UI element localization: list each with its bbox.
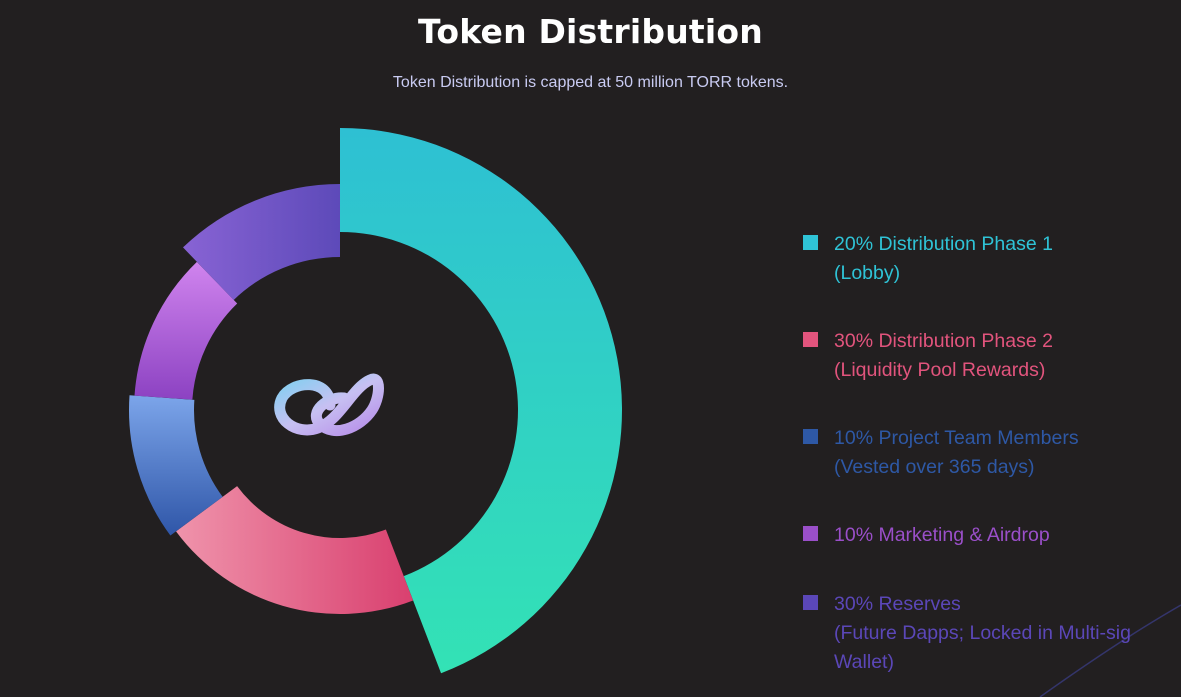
legend-label: 10% Project Team Members (Vested over 36… — [834, 427, 1079, 478]
chart-legend: 20% Distribution Phase 1 (Lobby) 30% Dis… — [803, 230, 1173, 677]
legend-item: 10% Marketing & Airdrop — [803, 521, 1173, 590]
slice-distribution-phase-2 — [176, 486, 414, 614]
legend-label: 30% Distribution Phase 2 (Liquidity Pool… — [834, 330, 1053, 381]
slice-marketing-airdrop — [134, 261, 238, 400]
legend-label: 10% Marketing & Airdrop — [834, 524, 1050, 546]
legend-swatch — [803, 235, 818, 250]
slice-reserves — [183, 184, 340, 300]
legend-item: 30% Distribution Phase 2 (Liquidity Pool… — [803, 327, 1173, 424]
legend-item: 10% Project Team Members (Vested over 36… — [803, 424, 1173, 521]
legend-item: 30% Reserves (Future Dapps; Locked in Mu… — [803, 590, 1173, 677]
legend-item: 20% Distribution Phase 1 (Lobby) — [803, 230, 1173, 327]
legend-swatch — [803, 526, 818, 541]
legend-swatch — [803, 332, 818, 347]
legend-swatch — [803, 595, 818, 610]
page-subtitle: Token Distribution is capped at 50 milli… — [392, 74, 789, 91]
legend-label: 30% Reserves (Future Dapps; Locked in Mu… — [834, 593, 1131, 673]
slice-distribution-phase-1 — [340, 128, 622, 674]
donut-chart — [129, 128, 622, 674]
legend-label: 20% Distribution Phase 1 (Lobby) — [834, 233, 1053, 284]
infinity-logo-icon — [274, 373, 384, 437]
slice-project-team-members — [129, 395, 223, 536]
legend-swatch — [803, 429, 818, 444]
page-title: Token Distribution — [418, 12, 763, 51]
